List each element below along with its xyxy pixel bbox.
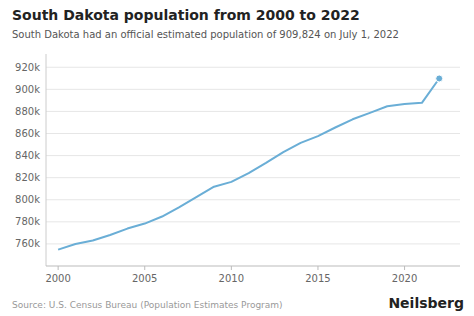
chart: South Dakota population from 2000 to 202…: [0, 0, 474, 316]
y-tick-label: 840k: [15, 150, 40, 161]
subtitle: South Dakota had an official estimated p…: [12, 29, 399, 40]
x-tick-label: 2020: [392, 273, 417, 284]
grid-line: [46, 221, 460, 222]
end-dot: [436, 75, 443, 82]
grid-line: [46, 67, 460, 68]
x-tick-label: 2015: [305, 273, 330, 284]
y-tick-label: 880k: [15, 106, 40, 117]
x-axis: 2000 2005 2010 2015 2020: [45, 266, 460, 284]
x-tick: [317, 266, 318, 270]
grid-line: [46, 133, 460, 134]
line: [58, 78, 439, 249]
title: South Dakota population from 2000 to 202…: [12, 7, 360, 23]
grid-line: [46, 155, 460, 156]
y-tick-label: 780k: [15, 216, 40, 227]
y-tick-label: 900k: [15, 84, 40, 95]
grid-line: [46, 177, 460, 178]
x-tick: [144, 266, 145, 270]
x-tick-label: 2000: [45, 273, 70, 284]
grid-line: [46, 243, 460, 244]
source: Source: U.S. Census Bureau (Population E…: [12, 300, 283, 310]
y-tick-label: 760k: [15, 238, 40, 249]
branding: Neilsberg: [388, 295, 464, 311]
y-tick-label: 820k: [15, 172, 40, 183]
plot-area: [58, 75, 443, 250]
y-tick-label: 800k: [15, 194, 40, 205]
y-tick-label: 920k: [15, 62, 40, 73]
x-tick: [404, 266, 405, 270]
grid-line: [46, 89, 460, 90]
y-axis: 760k 780k 800k 820k 840k 860k 880k 900k 920k: [15, 54, 460, 266]
x-tick: [231, 266, 232, 270]
grid-line: [46, 199, 460, 200]
grid-line: [46, 111, 460, 112]
x-tick-label: 2010: [219, 273, 244, 284]
x-axis-line: [46, 266, 460, 267]
y-axis-line: [46, 54, 47, 266]
x-tick: [58, 266, 59, 270]
x-tick-label: 2005: [132, 273, 157, 284]
y-tick-label: 860k: [15, 128, 40, 139]
